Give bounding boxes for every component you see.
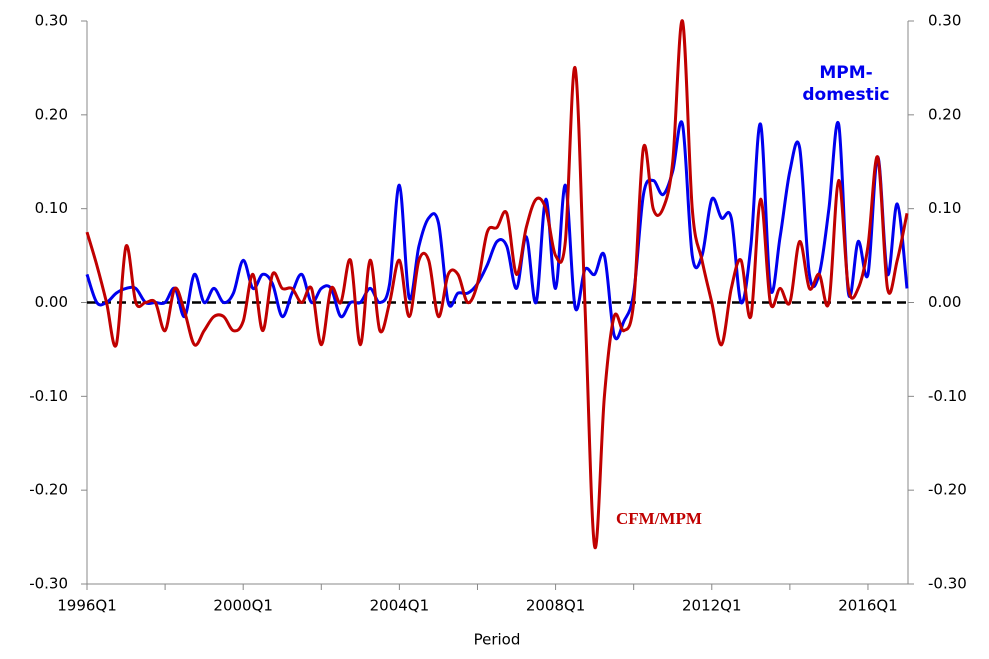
x-tick-label: 2000Q1	[213, 597, 273, 615]
x-tick-label: 2008Q1	[526, 597, 586, 615]
y-tick-label: 0.10	[35, 199, 68, 217]
y-tick-label: 0.00	[35, 293, 68, 311]
y-tick-label: -0.20	[29, 481, 68, 499]
y2-tick-label: 0.00	[928, 293, 961, 311]
y2-tick-label: -0.20	[928, 481, 967, 499]
y-tick-label: -0.10	[29, 387, 68, 405]
y2-tick-label: -0.10	[928, 387, 967, 405]
y2-tick-label: 0.30	[928, 12, 961, 30]
y-tick-label: 0.30	[35, 12, 68, 30]
y-tick-label: 0.20	[35, 105, 68, 123]
x-axis-label: Period	[474, 631, 521, 649]
x-tick-label: 2016Q1	[838, 597, 898, 615]
series-line	[85, 120, 909, 341]
series-line	[85, 19, 909, 550]
y2-tick-label: -0.30	[928, 575, 967, 593]
y2-tick-label: 0.20	[928, 105, 961, 123]
x-tick-label: 2004Q1	[370, 597, 430, 615]
x-tick-label: 1996Q1	[57, 597, 117, 615]
series-label: MPM-domestic	[802, 63, 890, 105]
y-tick-label: -0.30	[29, 575, 68, 593]
series-label: CFM/MPM	[616, 509, 702, 528]
x-tick-label: 2012Q1	[682, 597, 742, 615]
y2-tick-label: 0.10	[928, 199, 961, 217]
